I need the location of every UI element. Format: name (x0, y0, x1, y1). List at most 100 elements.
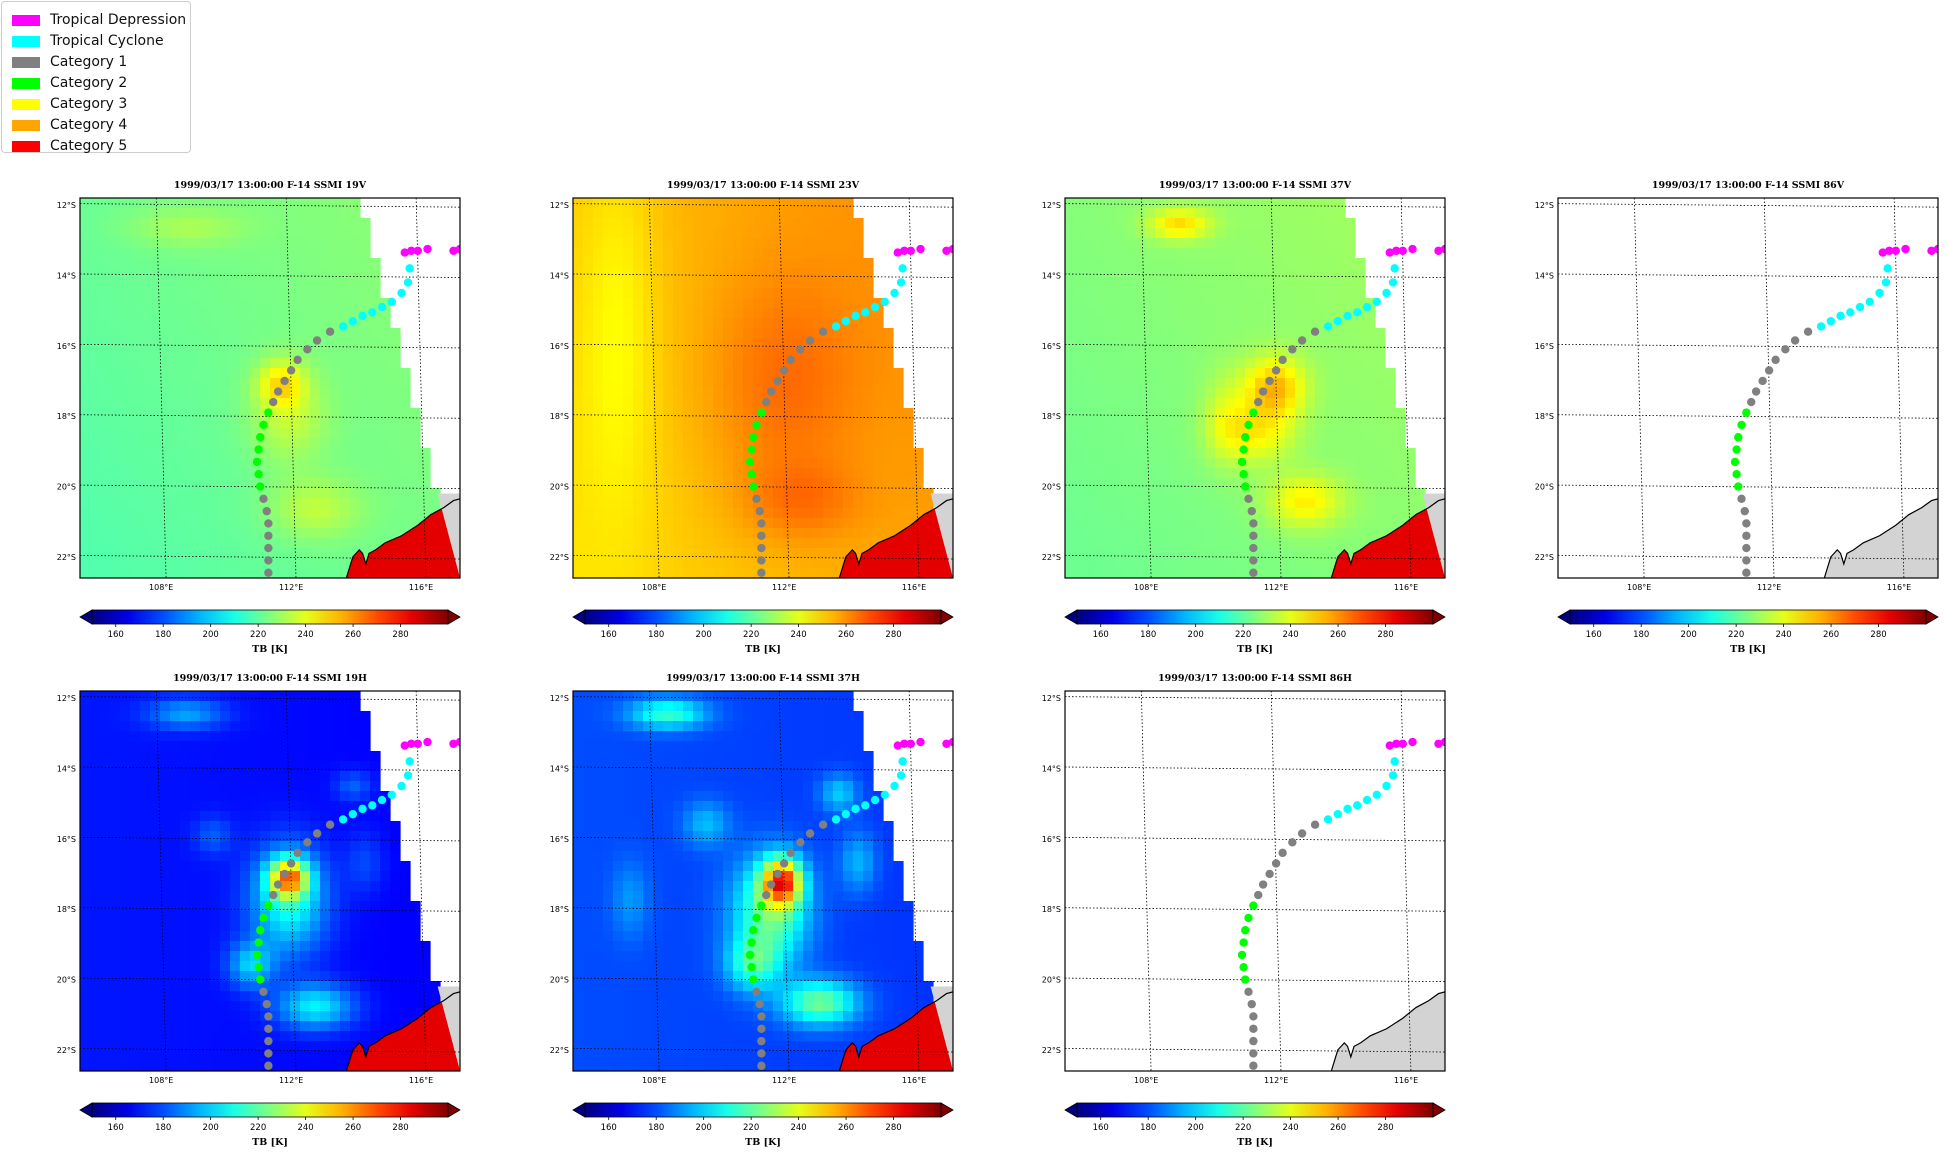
heat-cell (1205, 558, 1216, 569)
heat-cell (883, 498, 894, 509)
heat-cell (813, 318, 824, 329)
heat-cell (1325, 328, 1336, 339)
heat-cell (783, 398, 794, 409)
heat-cell (1305, 568, 1316, 578)
heat-cell (863, 538, 874, 549)
heat-cell (280, 468, 291, 479)
heat-cell (120, 741, 131, 752)
heat-cell (573, 468, 584, 479)
heat-cell (793, 258, 804, 269)
heat-cell (573, 538, 584, 549)
heat-cell (360, 791, 371, 802)
heat-cell (110, 398, 121, 409)
heat-cell (793, 368, 804, 379)
heat-cell (220, 801, 231, 812)
heat-cell (1335, 368, 1346, 379)
heat-cell (1155, 558, 1166, 569)
heat-cell (1395, 448, 1406, 459)
heat-cell (623, 448, 634, 459)
heat-cell (110, 438, 121, 449)
heat-cell (350, 701, 361, 712)
heat-cell (110, 228, 121, 239)
heat-cell (593, 518, 604, 529)
heat-cell (603, 518, 614, 529)
heat-cell (350, 741, 361, 752)
panel-title: 1999/03/17 13:00:00 F-14 SSMI 19H (173, 673, 367, 684)
heat-cell (1385, 438, 1396, 449)
heat-cell (1205, 498, 1216, 509)
heat-cell (1085, 518, 1096, 529)
meridian (1400, 198, 1412, 578)
heat-cell (663, 458, 674, 469)
heat-cell (210, 448, 221, 459)
heat-cell (1325, 478, 1336, 489)
heat-cell (80, 278, 91, 289)
heat-cell (90, 751, 101, 762)
heat-cell (280, 961, 291, 972)
heat-cell (1315, 378, 1326, 389)
heat-cell (80, 408, 91, 419)
heat-cell (1075, 348, 1086, 359)
heat-cell (340, 961, 351, 972)
heat-cell (280, 841, 291, 852)
heat-cell (300, 691, 311, 702)
heat-cell (793, 238, 804, 249)
heat-cell (623, 468, 634, 479)
heat-cell (110, 741, 121, 752)
heat-cell (1115, 478, 1126, 489)
lat-tick-label: 12°S (1042, 201, 1061, 210)
heat-cell (1145, 388, 1156, 399)
heat-cell (290, 771, 301, 782)
heat-cell (280, 771, 291, 782)
heat-cell (380, 831, 391, 842)
heat-cell (1105, 318, 1116, 329)
heat-cell (1155, 498, 1166, 509)
heat-cell (150, 971, 161, 982)
heat-cell (713, 228, 724, 239)
heat-cell (873, 388, 884, 399)
heat-cell (1225, 508, 1236, 519)
heat-cell (240, 468, 251, 479)
heat-cell (773, 508, 784, 519)
heat-cell (1335, 258, 1346, 269)
heat-cell (623, 568, 634, 578)
heat-cell (1095, 308, 1106, 319)
heat-cell (150, 791, 161, 802)
heat-cell (1095, 318, 1106, 329)
heat-cell (733, 338, 744, 349)
map-area (80, 691, 460, 1071)
heat-cell (80, 731, 91, 742)
heat-cell (1165, 228, 1176, 239)
heat-cell (300, 538, 311, 549)
heat-cell (1135, 538, 1146, 549)
heat-cell (1325, 538, 1336, 549)
track-point (273, 387, 283, 396)
heat-cell (330, 358, 341, 369)
heat-cell (623, 268, 634, 279)
heat-cell (170, 801, 181, 812)
colorbar-tick-label: 160 (601, 630, 617, 640)
heat-cell (833, 488, 844, 499)
heat-cell (1345, 328, 1356, 339)
heat-cell (753, 428, 764, 439)
heat-cell (360, 298, 371, 309)
heat-cell (573, 518, 584, 529)
heat-cell (160, 218, 171, 229)
heat-cell (180, 731, 191, 742)
heat-cell (1235, 548, 1246, 559)
track-point (264, 531, 273, 540)
heat-cell (743, 378, 754, 389)
heat-cell (843, 228, 854, 239)
heat-cell (300, 811, 311, 822)
heat-cell (80, 831, 91, 842)
heat-cell (633, 528, 644, 539)
heat-cell (290, 488, 301, 499)
heat-cell (1155, 298, 1166, 309)
heat-cell (1275, 338, 1286, 349)
heat-cell (783, 378, 794, 389)
heat-cell (360, 781, 371, 792)
heat-cell (290, 761, 301, 772)
heat-cell (300, 761, 311, 772)
heat-cell (320, 358, 331, 369)
heat-cell (1105, 358, 1116, 369)
